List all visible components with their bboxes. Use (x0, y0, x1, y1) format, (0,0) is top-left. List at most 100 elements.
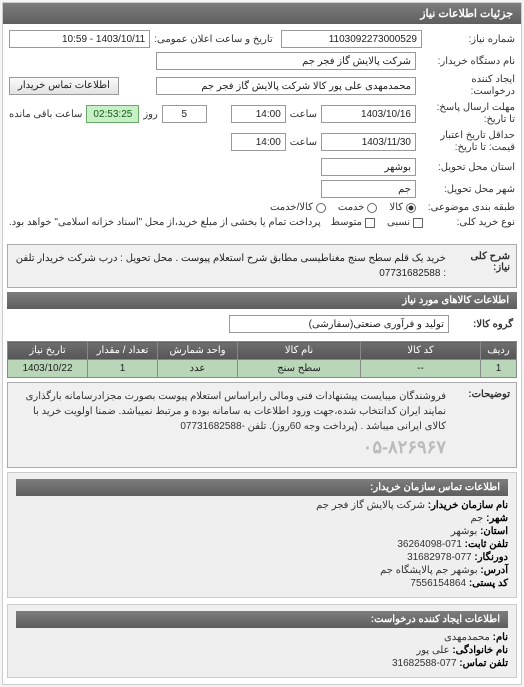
info-value: 071-36264098 (397, 539, 462, 550)
note-block: توضیحات: فروشندگان میبایست پیشنهادات فنی… (7, 382, 517, 468)
table-col-header: واحد شمارش (158, 342, 238, 360)
label-device-name: نام دستگاه خریدار: (420, 56, 515, 67)
info-key: کد پستی: (466, 578, 508, 589)
group-row: گروه کالا: تولید و فرآوری صنعتی(سفارشی) (3, 311, 521, 337)
check-relative[interactable]: نسبی (387, 217, 423, 228)
table-cell: 1 (88, 360, 158, 378)
contact-buyer-button[interactable]: اطلاعات تماس خریدار (9, 77, 119, 95)
buyer-section-title: اطلاعات تماس سازمان خریدار: (16, 479, 508, 496)
label-time1: ساعت (290, 109, 317, 120)
watermark-phone: ۰۵-۸۲۶۹۶۷ (14, 434, 446, 461)
field-group: تولید و فرآوری صنعتی(سفارشی) (229, 315, 449, 333)
info-key: شهر: (483, 513, 508, 524)
label-desc: شرح کلی نیاز: (452, 251, 510, 281)
checkbox-icon (413, 218, 423, 228)
radio-service[interactable]: خدمت (338, 202, 378, 213)
field-deadline-time: 14:00 (231, 105, 286, 123)
info-value: علی پور (416, 645, 449, 656)
label-state: استان محل تحویل: (420, 162, 515, 173)
table-col-header: کد کالا (361, 342, 481, 360)
info-value: شرکت پالایش گاز فجر جم (316, 500, 425, 511)
field-days-left: 5 (162, 105, 207, 123)
check-absolute[interactable]: متوسط (331, 217, 375, 228)
panel-title: جزئیات اطلاعات نیاز (3, 3, 521, 24)
buyer-info-section: اطلاعات تماس سازمان خریدار: نام سازمان خ… (7, 472, 517, 598)
label-day: روز (143, 109, 158, 120)
info-line: نام خانوادگی: علی پور (16, 645, 508, 656)
radio-dot-icon (367, 203, 377, 213)
field-deadline-date: 1403/10/16 (321, 105, 416, 123)
info-key: تلفن تماس: (457, 658, 508, 669)
label-creator: ایجاد کننده درخواست: (420, 74, 515, 98)
table-cell: -- (361, 360, 481, 378)
subject-radio-group: کالا خدمت کالا/خدمت (270, 202, 416, 213)
info-value: بوشهر جم پالایشگاه جم (380, 565, 478, 576)
table-cell: 1 (481, 360, 517, 378)
info-value: بوشهر (451, 526, 477, 537)
table-cell: سطح سنج (238, 360, 361, 378)
info-key: نام: (490, 632, 508, 643)
label-time2: ساعت (290, 137, 317, 148)
radio-both[interactable]: کالا/خدمت (270, 202, 326, 213)
info-key: استان: (477, 526, 508, 537)
purchase-note: پرداخت تمام یا بخشی از مبلغ خرید،از محل … (9, 217, 321, 228)
field-price-date: 1403/11/30 (321, 133, 416, 151)
table-col-header: تعداد / مقدار (88, 342, 158, 360)
field-niaz-no: 1103092273000529 (281, 30, 422, 48)
info-value: محمدمهدی (444, 632, 490, 643)
label-niaz-no: شماره نیاز: (426, 34, 515, 45)
form-area: شماره نیاز: 1103092273000529 تاریخ و ساع… (3, 24, 521, 240)
label-price-valid: حداقل تاریخ اعتبار قیمت: تا تاریخ: (420, 130, 515, 154)
radio-dot-icon (316, 203, 326, 213)
goods-header: اطلاعات کالاهای مورد نیاز (7, 292, 517, 309)
label-city: شهر محل تحویل: (420, 184, 515, 195)
info-key: آدرس: (478, 565, 508, 576)
info-key: تلفن ثابت: (462, 539, 508, 550)
info-line: آدرس: بوشهر جم پالایشگاه جم (16, 565, 508, 576)
goods-table: ردیفکد کالانام کالاواحد شمارشتعداد / مقد… (7, 341, 517, 378)
info-line: نام: محمدمهدی (16, 632, 508, 643)
label-group: گروه کالا: (455, 319, 513, 330)
field-price-time: 14:00 (231, 133, 286, 151)
label-subject-category: طبقه بندی موضوعی: (420, 202, 515, 213)
field-creator: محمدمهدی علی پور کالا شرکت پالایش گاز فج… (156, 77, 416, 95)
table-header-row: ردیفکد کالانام کالاواحد شمارشتعداد / مقد… (8, 342, 517, 360)
field-device-name: شرکت پالایش گاز فجر جم (156, 52, 416, 70)
requester-section-title: اطلاعات ایجاد کننده درخواست: (16, 611, 508, 628)
label-remaining: ساعت باقی مانده (9, 109, 82, 120)
checkbox-icon (365, 218, 375, 228)
desc-block: شرح کلی نیاز: خرید یک قلم سطح سنج مغناطی… (7, 244, 517, 288)
info-value: 7556154864 (410, 578, 466, 589)
table-row: 1--سطح سنجعدد11403/10/22 (8, 360, 517, 378)
table-col-header: ردیف (481, 342, 517, 360)
label-public-date: تاریخ و ساعت اعلان عمومی: (154, 34, 273, 45)
info-line: دورنگار: 077-31682978 (16, 552, 508, 563)
table-col-header: نام کالا (238, 342, 361, 360)
info-line: شهر: جم (16, 513, 508, 524)
main-panel: جزئیات اطلاعات نیاز شماره نیاز: 11030922… (2, 2, 522, 685)
purchase-check-group: نسبی متوسط (331, 217, 423, 228)
countdown-timer: 02:53:25 (86, 105, 139, 123)
info-line: کد پستی: 7556154864 (16, 578, 508, 589)
info-line: تلفن تماس: 077-31682588 (16, 658, 508, 669)
field-public-date: 1403/10/11 - 10:59 (9, 30, 150, 48)
info-key: نام سازمان خریدار: (425, 500, 508, 511)
table-col-header: تاریخ نیاز (8, 342, 88, 360)
note-text: فروشندگان میبایست پیشنهادات فنی ومالی را… (14, 389, 446, 461)
label-deadline: مهلت ارسال پاسخ: تا تاریخ: (420, 102, 515, 126)
field-city: جم (321, 180, 416, 198)
info-value: جم (471, 513, 484, 524)
field-state: بوشهر (321, 158, 416, 176)
info-line: تلفن ثابت: 071-36264098 (16, 539, 508, 550)
info-value: 077-31682978 (407, 552, 472, 563)
requester-info-section: اطلاعات ایجاد کننده درخواست: نام: محمدمه… (7, 604, 517, 678)
desc-text: خرید یک قلم سطح سنج مغناطیسی مطابق شرح ا… (14, 251, 446, 281)
radio-kala[interactable]: کالا (389, 202, 416, 213)
label-note: توضیحات: (452, 389, 510, 461)
info-key: نام خانوادگی: (450, 645, 508, 656)
table-cell: عدد (158, 360, 238, 378)
info-line: نام سازمان خریدار: شرکت پالایش گاز فجر ج… (16, 500, 508, 511)
label-purchase-type: نوع خرید کلی: (427, 217, 515, 228)
radio-dot-icon (406, 203, 416, 213)
info-key: دورنگار: (472, 552, 508, 563)
